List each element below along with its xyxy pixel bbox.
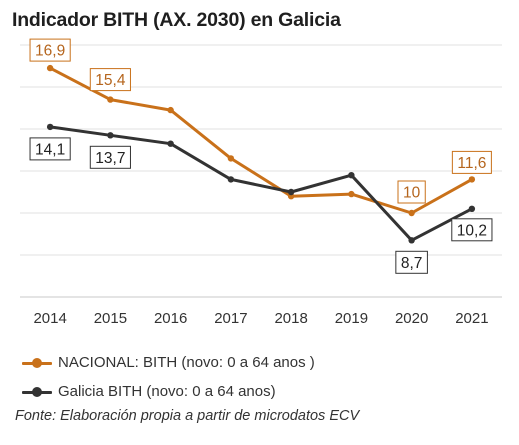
data-point	[287, 188, 295, 196]
data-point	[46, 64, 54, 72]
data-label: 15,4	[89, 68, 131, 92]
source-note: Fonte: Elaboración propia a partir de mi…	[15, 408, 360, 424]
data-point	[167, 106, 174, 114]
data-point	[348, 190, 355, 198]
data-point	[468, 176, 476, 183]
series-line-0	[48, 66, 474, 215]
data-label: 13,7	[89, 145, 131, 169]
chart-title: Indicador BITH (AX. 2030) en Galicia	[12, 9, 341, 31]
legend-label-nacional: NACIONAL: BITH (novo: 0 a 64 anos )	[58, 354, 315, 371]
data-point	[107, 96, 114, 103]
svg-text:8,7: 8,7	[401, 255, 423, 272]
data-point	[227, 155, 235, 162]
x-tick-label: 2014	[33, 310, 66, 327]
data-point	[227, 176, 235, 183]
svg-text:16,9: 16,9	[35, 43, 65, 60]
x-tick-label: 2020	[395, 310, 428, 327]
data-label: 10	[397, 180, 426, 204]
legend-label-galicia: Galicia BITH (novo: 0 a 64 anos)	[58, 383, 276, 400]
x-axis-ticks: 2014 2015 2016 2017 2018 2019 2020 2021	[33, 310, 488, 327]
legend-swatch-nacional	[22, 356, 52, 370]
data-label: 10,2	[451, 218, 493, 242]
svg-text:10: 10	[403, 185, 421, 202]
data-label: 11,6	[451, 150, 492, 174]
x-tick-label: 2021	[455, 310, 488, 327]
data-label: 16,9	[29, 38, 71, 62]
data-label: 8,7	[395, 250, 428, 274]
data-point	[167, 140, 174, 147]
gridlines	[20, 44, 502, 298]
svg-text:15,4: 15,4	[95, 72, 126, 89]
series-line-1	[48, 125, 474, 242]
x-tick-label: 2017	[214, 310, 247, 327]
svg-text:11,6: 11,6	[457, 155, 486, 172]
series-lines	[46, 64, 476, 244]
x-tick-label: 2015	[94, 310, 127, 327]
data-point	[468, 205, 476, 212]
svg-text:10,2: 10,2	[457, 222, 487, 239]
x-tick-label: 2019	[335, 310, 368, 327]
legend-item-nacional: NACIONAL: BITH (novo: 0 a 64 anos )	[22, 354, 315, 371]
data-point	[348, 172, 355, 179]
data-point	[408, 209, 415, 217]
svg-text:14,1: 14,1	[35, 141, 65, 158]
data-point	[46, 123, 54, 131]
legend-item-galicia: Galicia BITH (novo: 0 a 64 anos)	[22, 383, 276, 400]
data-label: 14,1	[29, 137, 71, 161]
data-point	[107, 132, 114, 139]
svg-text:13,7: 13,7	[95, 150, 125, 167]
x-tick-label: 2016	[154, 310, 187, 327]
data-point	[408, 237, 415, 244]
x-tick-label: 2018	[274, 310, 307, 327]
legend-swatch-galicia	[22, 385, 52, 399]
data-labels: 16,9 15,4 10 11,6 14,1 13,7 8,7 10,2	[29, 38, 493, 274]
